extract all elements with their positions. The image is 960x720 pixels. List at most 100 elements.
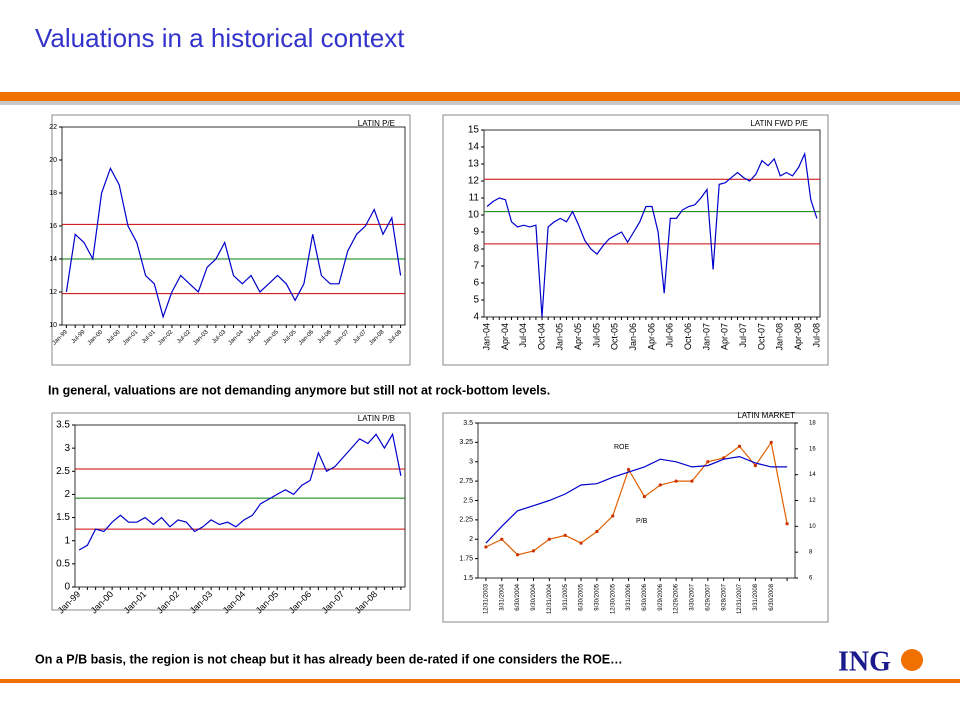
x-tick-label: 12/31/2004 <box>547 583 553 614</box>
x-tick-label: Jan-07 <box>701 323 711 351</box>
y-tick-label: 14 <box>49 256 57 263</box>
x-tick-label: Jan-08 <box>775 323 785 351</box>
y-tick-label: 6 <box>473 278 479 289</box>
x-tick-label: Jul-07 <box>738 323 748 348</box>
y-tick-label: 15 <box>468 125 480 136</box>
chart-frame <box>442 114 829 366</box>
y-tick-label: 2.25 <box>459 517 473 524</box>
chart-title: LATIN MARKET <box>737 411 795 420</box>
x-tick-label: Oct-07 <box>756 323 766 350</box>
y-tick-label: 9 <box>473 227 479 238</box>
y2-tick-label: 12 <box>809 498 816 504</box>
data-point <box>595 529 599 534</box>
plot-area <box>74 424 406 588</box>
y-tick-label: 2.75 <box>459 478 473 485</box>
y-tick-label: 8 <box>473 244 479 255</box>
y-tick-label: 16 <box>49 223 57 230</box>
x-tick-label: Apr-08 <box>793 323 803 350</box>
x-tick-label: 6/29/2007 <box>705 583 711 610</box>
y2-tick-label: 8 <box>809 550 813 556</box>
footer-bar <box>0 679 960 683</box>
annotation: ROE <box>614 444 630 451</box>
x-tick-label: Apr-05 <box>573 323 583 350</box>
data-point <box>484 545 488 549</box>
data-point <box>769 440 773 444</box>
x-tick-label: Oct-04 <box>536 323 546 350</box>
x-tick-label: Oct-05 <box>610 323 620 350</box>
chart-title: LATIN P/B <box>358 414 395 423</box>
y-tick-label: 10 <box>468 210 480 221</box>
x-tick-label: 3/30/2007 <box>690 583 696 610</box>
caption: On a P/B basis, the region is not cheap … <box>35 652 623 666</box>
y-tick-label: 1 <box>64 535 70 546</box>
y-tick-label: 0.5 <box>56 558 70 569</box>
y-tick-label: 3.25 <box>459 439 473 446</box>
x-tick-label: 12/30/2005 <box>610 583 616 614</box>
x-tick-label: Jan-06 <box>628 323 638 351</box>
y-tick-label: 10 <box>49 322 57 329</box>
data-point <box>547 537 551 541</box>
y-tick-label: 12 <box>468 176 480 187</box>
data-point <box>531 549 536 553</box>
data-point <box>579 541 583 545</box>
data-point <box>626 467 631 472</box>
data-point <box>674 479 678 483</box>
slide-title: Valuations in a historical context <box>35 23 405 53</box>
y2-tick-label: 14 <box>809 472 816 478</box>
data-point <box>658 483 662 487</box>
y-tick-label: 5 <box>473 295 479 306</box>
x-tick-label: 3/31/2004 <box>499 583 505 610</box>
y-tick-label: 1.75 <box>459 555 473 562</box>
data-point <box>753 464 757 468</box>
y-tick-label: 20 <box>49 157 57 164</box>
x-tick-label: 9/28/2007 <box>721 583 727 610</box>
data-point <box>563 533 567 537</box>
x-tick-label: Jan-04 <box>481 323 491 351</box>
y-tick-label: 14 <box>468 142 480 153</box>
y-tick-label: 0 <box>64 582 70 593</box>
data-point <box>500 537 504 541</box>
y-tick-label: 2 <box>469 536 473 543</box>
logo: ING <box>838 646 891 677</box>
y-tick-label: 2.5 <box>463 497 473 504</box>
x-tick-label: 6/30/2004 <box>515 583 521 610</box>
x-tick-label: 6/30/2005 <box>579 583 585 610</box>
x-tick-label: 9/30/2004 <box>531 583 537 610</box>
y-tick-label: 2 <box>64 489 70 500</box>
x-tick-label: 3/31/2006 <box>626 583 632 610</box>
y2-tick-label: 18 <box>809 421 816 427</box>
y-tick-label: 11 <box>469 193 480 204</box>
data-line <box>486 151 818 318</box>
logo-lion <box>901 649 923 671</box>
y-tick-label: 1.5 <box>56 512 70 523</box>
x-tick-label: Jan-05 <box>555 323 565 351</box>
header-shadow <box>0 101 960 105</box>
y-tick-label: 3.5 <box>56 420 70 431</box>
x-tick-label: Jul-08 <box>811 323 821 348</box>
y-tick-label: 12 <box>49 289 57 296</box>
data-point <box>690 479 694 483</box>
x-tick-label: Oct-06 <box>683 323 693 350</box>
x-tick-label: 9/30/2005 <box>594 583 600 610</box>
x-tick-label: 3/31/2005 <box>563 583 569 610</box>
y-tick-label: 3 <box>64 443 70 454</box>
y-tick-label: 18 <box>49 190 57 197</box>
x-tick-label: Jul-05 <box>591 323 601 348</box>
x-tick-label: 12/31/2003 <box>484 583 490 614</box>
x-tick-label: Jul-04 <box>518 323 528 348</box>
x-tick-label: 12/29/2006 <box>674 583 680 614</box>
y2-tick-label: 16 <box>809 446 816 452</box>
y-tick-label: 7 <box>473 261 479 272</box>
chart-frame <box>442 412 829 623</box>
chart-title: LATIN FWD P/E <box>750 119 808 128</box>
x-tick-label: 12/31/2007 <box>737 583 743 614</box>
data-line <box>65 166 402 319</box>
x-tick-label: Jul-06 <box>665 323 675 348</box>
y-tick-label: 3.5 <box>463 420 473 427</box>
header-bar <box>0 92 960 101</box>
chart-frame <box>51 412 411 611</box>
data-point <box>516 553 520 557</box>
y-tick-label: 13 <box>468 159 480 170</box>
